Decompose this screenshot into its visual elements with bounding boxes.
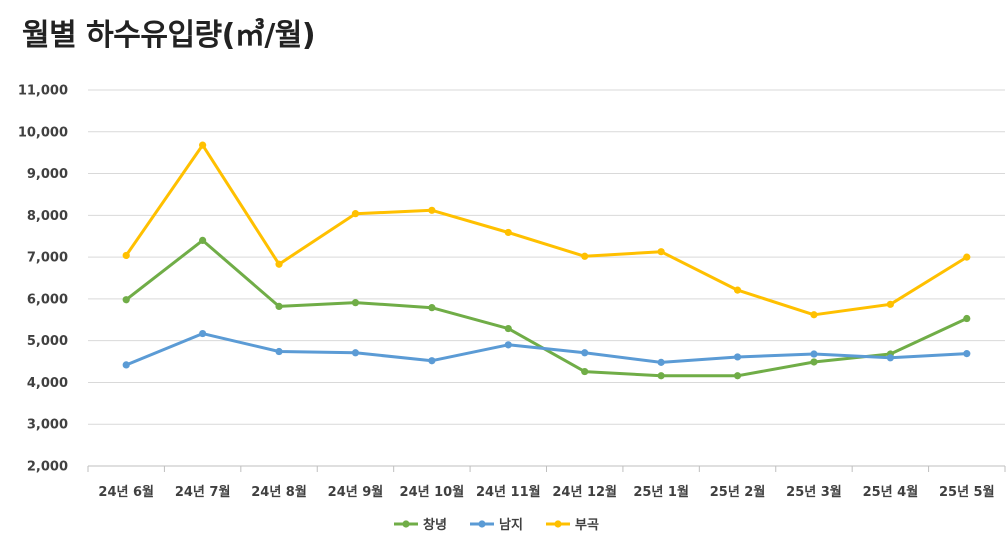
data-point xyxy=(733,353,742,361)
data-point xyxy=(733,286,742,294)
y-tick-label: 11,000 xyxy=(18,84,68,99)
x-tick-label: 25년 2월 xyxy=(710,484,766,500)
data-point xyxy=(504,324,512,333)
x-tick-label: 24년 7월 xyxy=(175,484,231,500)
data-point xyxy=(275,347,283,356)
data-point xyxy=(810,311,818,319)
data-point xyxy=(428,206,436,214)
data-point xyxy=(351,210,360,218)
data-point xyxy=(275,260,283,268)
data-point xyxy=(810,358,818,366)
data-point xyxy=(199,236,207,244)
legend-label: 창녕 xyxy=(423,517,447,533)
data-point xyxy=(886,300,894,308)
chart-title: 월별 하수유입량(㎥/월) xyxy=(22,18,316,53)
series-line xyxy=(124,332,969,367)
x-tick-label: 25년 4월 xyxy=(863,484,919,500)
legend-label: 부곡 xyxy=(575,518,599,533)
series-남지 xyxy=(122,329,971,369)
data-point xyxy=(428,304,436,312)
data-point xyxy=(657,248,665,256)
data-point xyxy=(963,253,971,261)
data-point xyxy=(504,341,512,349)
data-point xyxy=(504,228,512,237)
x-tick-label: 24년 11월 xyxy=(476,484,541,500)
series-line xyxy=(124,143,969,317)
x-tick-label: 24년 10월 xyxy=(400,484,465,500)
y-tick-label: 3,000 xyxy=(27,418,68,433)
data-point xyxy=(657,372,665,380)
y-tick-label: 7,000 xyxy=(27,251,68,266)
x-tick-label: 25년 3월 xyxy=(786,484,842,500)
y-tick-label: 5,000 xyxy=(27,334,68,349)
data-point xyxy=(351,349,360,357)
data-point xyxy=(199,141,207,149)
series-lines xyxy=(122,141,971,380)
x-tick-label: 24년 8월 xyxy=(251,484,307,500)
data-point xyxy=(810,350,818,358)
data-point xyxy=(963,350,971,358)
gridlines xyxy=(88,89,1005,425)
legend-item: 남지 xyxy=(470,517,523,533)
y-tick-label: 6,000 xyxy=(27,292,68,307)
data-point xyxy=(275,302,283,311)
y-axis-ticks: 2,000 3,000 4,000 5,000 6,000 7,000 8,000 9,000… xyxy=(18,84,68,475)
x-tick-label: 24년 12월 xyxy=(552,484,617,500)
x-tick-label: 24년 6월 xyxy=(98,484,154,500)
data-point xyxy=(733,372,742,380)
data-point xyxy=(581,367,589,376)
x-tick-label: 25년 1월 xyxy=(633,484,689,500)
series-부곡 xyxy=(122,141,971,319)
y-tick-label: 10,000 xyxy=(18,125,68,140)
legend-item: 부곡 xyxy=(546,518,599,533)
data-point xyxy=(581,252,589,260)
y-tick-label: 2,000 xyxy=(27,460,68,475)
legend-item: 창녕 xyxy=(394,517,447,533)
data-point xyxy=(199,329,207,338)
x-axis xyxy=(87,465,1006,472)
data-point xyxy=(886,354,894,362)
data-point xyxy=(122,361,130,369)
data-point xyxy=(122,296,130,304)
x-tick-label: 25년 5월 xyxy=(939,484,995,500)
y-tick-label: 9,000 xyxy=(27,167,68,182)
legend-swatch-marker xyxy=(402,520,410,528)
y-tick-label: 8,000 xyxy=(27,209,68,224)
legend-swatch-marker xyxy=(554,520,562,528)
data-point xyxy=(351,299,360,307)
series-창녕 xyxy=(122,236,971,380)
legend-swatch-marker xyxy=(478,520,486,528)
data-point xyxy=(581,349,589,357)
x-axis-ticks: 24년 6월 24년 7월 24년 8월 24년 9월 24년 10월 24년 11월 24… xyxy=(98,484,994,500)
legend-label: 남지 xyxy=(499,517,523,533)
data-point xyxy=(428,357,436,365)
data-point xyxy=(657,358,665,366)
data-point xyxy=(963,314,971,323)
x-tick-label: 24년 9월 xyxy=(328,484,384,500)
legend: 창녕 남지 부곡 xyxy=(394,517,599,533)
data-point xyxy=(122,251,130,260)
y-tick-label: 4,000 xyxy=(27,376,68,391)
